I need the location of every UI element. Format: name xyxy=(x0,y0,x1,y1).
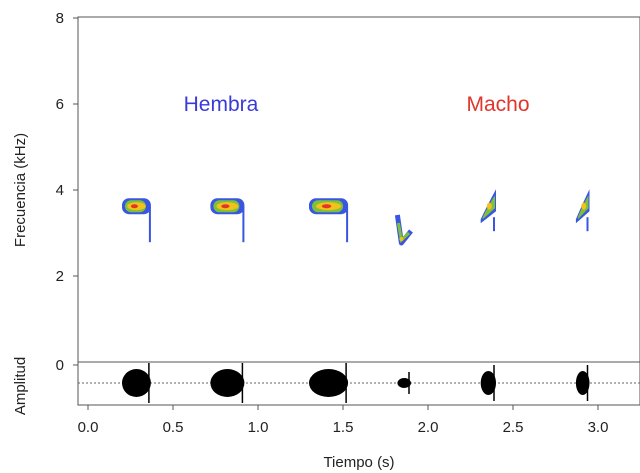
y-axis-label-amplitude: Amplitud xyxy=(12,357,29,415)
call-6 xyxy=(575,189,590,232)
x-tick-label: 2.5 xyxy=(503,419,524,436)
call-5 xyxy=(480,189,496,232)
x-axis-label: Tiempo (s) xyxy=(323,454,394,471)
y-tick-label: 8 xyxy=(56,10,64,27)
x-tick-label: 2.0 xyxy=(418,419,439,436)
waveform-burst xyxy=(122,369,151,397)
annotation-hembra: Hembra xyxy=(184,93,259,116)
y-tick-label: 0 xyxy=(56,357,64,374)
call-peak xyxy=(321,204,332,209)
waveform-burst xyxy=(397,378,412,388)
call-1 xyxy=(122,198,151,243)
y-tick-label: 2 xyxy=(56,268,64,285)
call-peak xyxy=(130,204,138,209)
waveform-burst xyxy=(575,371,590,395)
ticks-layer: 0.0 0.5 1.0 1.5 2.0 2.5 3.0 2 4 6 8 0 xyxy=(56,10,609,436)
call-4 xyxy=(394,214,413,246)
x-tick-label: 3.0 xyxy=(588,419,609,436)
spectrogram-panel xyxy=(77,16,640,363)
call-core xyxy=(399,237,404,241)
amplitude-panel xyxy=(77,361,640,406)
waveform-burst xyxy=(309,369,349,397)
x-tick-label: 1.5 xyxy=(333,419,354,436)
x-tick-label: 0.5 xyxy=(163,419,184,436)
y-tick-label: 6 xyxy=(56,96,64,113)
call-2 xyxy=(210,198,245,243)
spectrogram-frame xyxy=(77,16,640,363)
call-3 xyxy=(309,198,349,243)
calls-layer xyxy=(122,189,590,246)
call-core xyxy=(581,202,587,210)
x-tick-label: 1.0 xyxy=(248,419,269,436)
waveform-burst xyxy=(480,371,496,395)
call-peak xyxy=(221,204,230,209)
waveform-layer xyxy=(122,363,590,403)
waveform-burst xyxy=(210,369,245,397)
y-tick-label: 4 xyxy=(56,182,64,199)
y-axis-label-frequency: Frecuencia (kHz) xyxy=(12,133,29,247)
x-tick-label: 0.0 xyxy=(78,419,99,436)
annotation-macho: Macho xyxy=(466,93,529,116)
call-core xyxy=(486,202,492,210)
